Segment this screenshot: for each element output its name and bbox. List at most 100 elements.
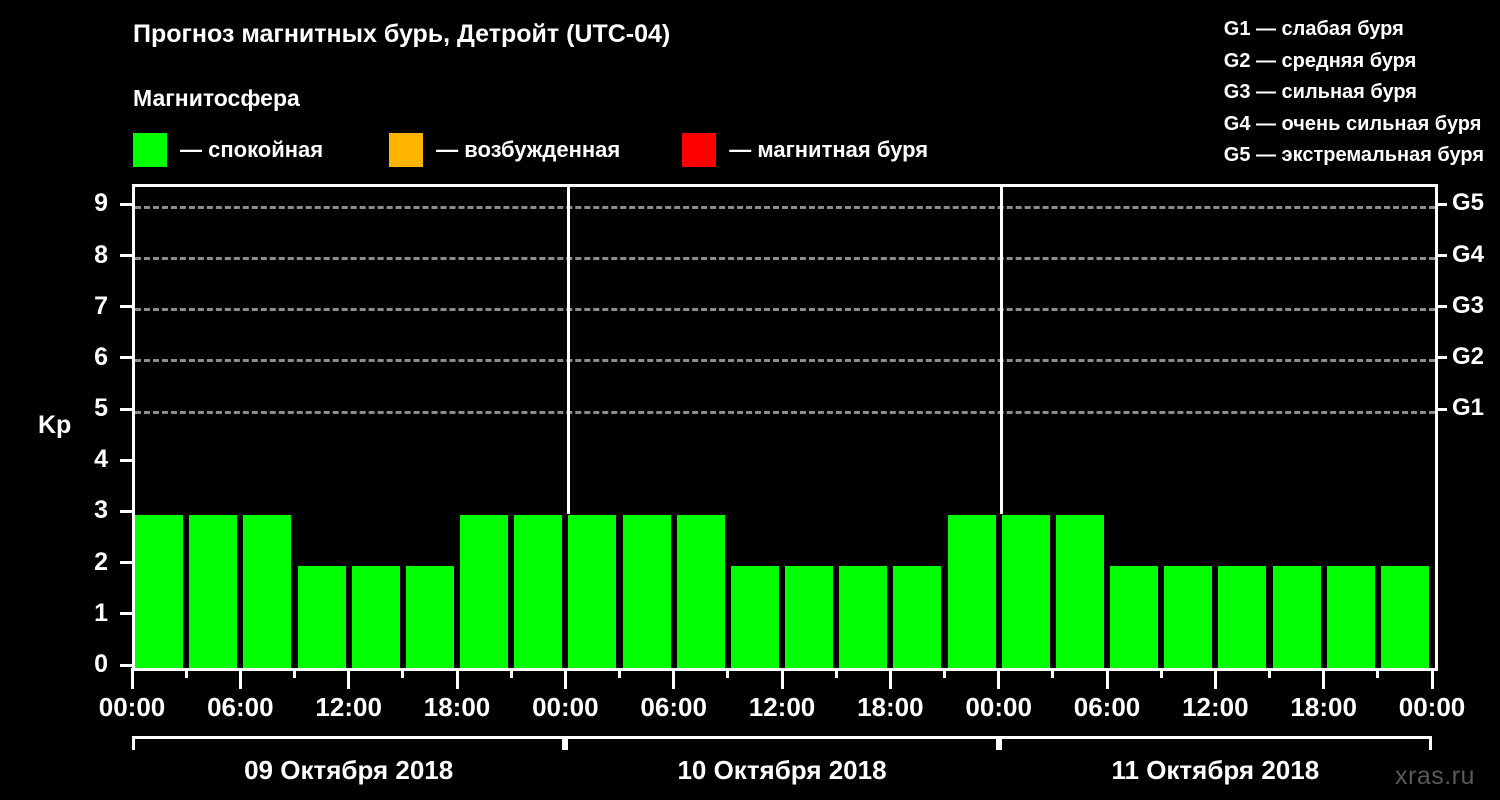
g-tick-mark-G4 xyxy=(1435,254,1447,258)
x-tick-major xyxy=(347,668,351,689)
x-tick-major xyxy=(563,668,567,689)
day-bracket-2 xyxy=(565,736,999,750)
x-tick-minor xyxy=(509,668,513,678)
bar xyxy=(568,514,617,668)
x-tick-label: 00:00 xyxy=(1398,692,1466,722)
legend-label-calm: — спокойная xyxy=(180,137,324,162)
y-tick-label-6: 6 xyxy=(94,342,108,371)
x-tick-major xyxy=(1430,668,1434,689)
y-tick-mark-4 xyxy=(120,458,132,462)
bar xyxy=(405,565,454,668)
x-tick-label: 18:00 xyxy=(1290,692,1357,722)
bar xyxy=(785,565,834,668)
bar xyxy=(514,514,563,668)
bar xyxy=(1164,565,1213,668)
bar xyxy=(460,514,509,668)
g-scale-row-g1: G1 — слабая буря xyxy=(1223,18,1404,40)
y-tick-mark-5 xyxy=(120,407,132,411)
day-label-3: 11 Октября 2018 xyxy=(1111,755,1320,785)
x-tick-minor xyxy=(184,668,188,678)
y-tick-label-2: 2 xyxy=(94,547,108,576)
legend-item-unsettled: — возбужденная xyxy=(389,131,620,169)
chart-plot-area xyxy=(132,184,1438,671)
y-tick-mark-7 xyxy=(120,305,132,309)
gridline-kp-5 xyxy=(135,410,1435,414)
g-tick-label-G2: G2 xyxy=(1452,342,1485,370)
x-tick-minor xyxy=(618,668,621,678)
y-tick-label-4: 4 xyxy=(94,445,108,474)
bar xyxy=(893,565,942,668)
y-tick-label-3: 3 xyxy=(94,496,108,525)
x-tick-major xyxy=(1105,668,1109,689)
y-tick-label-7: 7 xyxy=(94,291,108,320)
y-tick-label-0: 0 xyxy=(94,650,108,678)
x-tick-label: 06:00 xyxy=(640,692,707,722)
legend-label-unsettled: — возбужденная xyxy=(436,137,621,162)
x-tick-major xyxy=(130,668,134,689)
day-label-2: 10 Октября 2018 xyxy=(677,755,887,785)
x-tick-minor xyxy=(1268,668,1271,678)
y-tick-label-9: 9 xyxy=(94,189,108,218)
x-tick-major xyxy=(455,668,459,689)
x-tick-major xyxy=(238,668,242,689)
g-scale-legend: G1 — слабая буря G2 — средняя буря G3 — … xyxy=(1224,14,1484,172)
bar xyxy=(1380,565,1429,668)
x-tick-major xyxy=(672,668,676,689)
page-title: Прогноз магнитных бурь, Детройт (UTC-04) xyxy=(133,20,671,48)
x-tick-major xyxy=(780,668,784,689)
plot-inner xyxy=(135,187,1435,668)
x-tick-minor xyxy=(1159,668,1163,678)
bar xyxy=(730,565,779,668)
y-tick-mark-1 xyxy=(120,612,132,616)
x-tick-minor xyxy=(834,668,838,678)
y-tick-mark-0 xyxy=(120,663,132,667)
x-tick-label: 00:00 xyxy=(532,692,599,722)
day-bracket-3 xyxy=(998,736,1432,750)
x-tick-label: 18:00 xyxy=(423,692,491,722)
g-tick-mark-G3 xyxy=(1435,305,1447,309)
x-tick-minor xyxy=(1051,668,1055,678)
g-tick-label-G1: G1 xyxy=(1452,394,1485,422)
x-tick-label: 12:00 xyxy=(315,692,382,722)
g-tick-mark-G2 xyxy=(1435,356,1447,360)
bar xyxy=(1326,565,1375,668)
x-tick-label: 00:00 xyxy=(98,692,166,722)
x-tick-minor xyxy=(726,668,730,678)
g-tick-label-G5: G5 xyxy=(1452,189,1485,217)
day-label-1: 09 Октября 2018 xyxy=(244,755,454,785)
y-tick-mark-3 xyxy=(120,509,132,513)
bar xyxy=(1272,565,1321,668)
bar xyxy=(243,514,292,668)
legend-item-calm: — спокойная xyxy=(133,131,323,169)
storm-swatch xyxy=(682,133,717,167)
x-tick-major xyxy=(1213,668,1217,689)
x-tick-label: 18:00 xyxy=(857,692,924,722)
x-tick-major xyxy=(1322,668,1326,689)
g-tick-label-G3: G3 xyxy=(1452,291,1485,319)
y-tick-mark-6 xyxy=(120,356,132,360)
legend-item-storm: — магнитная буря xyxy=(682,131,928,169)
bar xyxy=(1001,514,1050,668)
gridline-kp-6 xyxy=(135,359,1435,363)
bar xyxy=(1055,514,1104,668)
y-tick-mark-9 xyxy=(120,202,132,206)
x-tick-minor xyxy=(401,668,405,678)
y-tick-label-1: 1 xyxy=(94,598,108,627)
bar xyxy=(947,514,996,668)
calm-swatch xyxy=(133,133,167,167)
bar xyxy=(622,514,671,668)
x-tick-minor xyxy=(293,668,296,678)
bar xyxy=(351,565,400,668)
x-tick-label: 12:00 xyxy=(1182,692,1249,722)
bar xyxy=(1218,565,1267,668)
g-scale-row-g4: G4 — очень сильная буря xyxy=(1223,112,1482,135)
y-tick-mark-2 xyxy=(120,561,132,565)
x-tick-major xyxy=(888,668,892,689)
bar xyxy=(839,565,888,668)
x-tick-label: 00:00 xyxy=(965,692,1032,722)
bar xyxy=(1110,565,1159,668)
day-bracket-1 xyxy=(132,736,566,750)
g-scale-row-g2: G2 — средняя буря xyxy=(1223,49,1417,72)
magnetosphere-heading: Магнитосфера xyxy=(133,85,300,111)
gridline-kp-7 xyxy=(135,308,1435,312)
